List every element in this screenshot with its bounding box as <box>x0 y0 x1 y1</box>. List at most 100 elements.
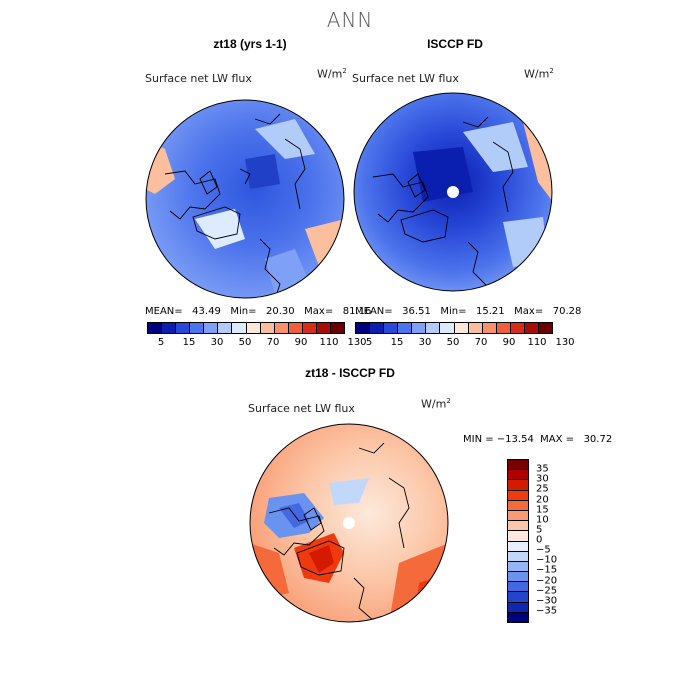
colorbar-tick-label: −15 <box>536 564 558 576</box>
colorbar-tick-label: 5 <box>536 524 543 536</box>
colorbar-swatch <box>508 490 528 501</box>
colorbar-swatch <box>204 323 219 333</box>
diff-units: W/m2 <box>421 397 451 411</box>
colorbar-tick-label: 50 <box>446 337 460 348</box>
obs-units: W/m2 <box>524 67 554 81</box>
colorbar-swatch <box>274 323 289 333</box>
colorbar-tick-label: −10 <box>536 554 558 566</box>
colorbar-swatch <box>331 323 345 333</box>
obs-colorbar-ticks: 5 15 30 50 70 90 110 130 <box>355 337 575 351</box>
colorbar-swatch <box>454 323 469 333</box>
obs-arctic-core <box>413 147 473 202</box>
diff-negative-core <box>279 503 309 528</box>
colorbar-tick-label: 15 <box>536 504 549 516</box>
colorbar-tick-label: 130 <box>555 337 575 348</box>
colorbar-tick-label: 50 <box>238 337 252 348</box>
colorbar-tick-label: 70 <box>474 337 488 348</box>
colorbar-tick-label: 15 <box>390 337 404 348</box>
colorbar-swatch <box>288 323 303 333</box>
colorbar-tick-label: 10 <box>536 514 549 526</box>
obs-polar-map <box>353 92 553 292</box>
obs-light-patch <box>463 122 528 172</box>
colorbar-tick-label: 25 <box>536 483 549 495</box>
colorbar-tick-label: 5 <box>365 337 373 348</box>
colorbar-tick-label: −5 <box>536 544 551 556</box>
colorbar-swatch <box>524 323 540 333</box>
obs-pole-hole <box>447 186 459 198</box>
colorbar-tick-label: 20 <box>536 494 549 505</box>
figure-title: ANN <box>326 8 374 32</box>
model-variable-label: Surface net LW flux <box>145 72 252 85</box>
colorbar-swatch <box>508 460 528 471</box>
diff-colorbar <box>507 459 529 623</box>
colorbar-tick-label: 110 <box>319 337 339 348</box>
colorbar-swatch <box>508 551 528 562</box>
colorbar-swatch <box>508 592 528 603</box>
colorbar-swatch <box>508 470 528 481</box>
colorbar-swatch <box>508 561 528 573</box>
colorbar-swatch <box>508 582 528 593</box>
model-colorbar <box>147 322 345 334</box>
colorbar-swatch <box>508 521 528 532</box>
colorbar-tick-label: 90 <box>502 337 516 348</box>
colorbar-tick-label: −35 <box>536 605 558 617</box>
model-stats: MEAN= 43.49 Min= 20.30 Max= 81.16 <box>145 306 372 317</box>
diff-pole-hole <box>343 517 355 529</box>
colorbar-tick-label: 30 <box>536 473 549 485</box>
colorbar-tick-label: 90 <box>294 337 308 348</box>
colorbar-swatch <box>246 323 261 333</box>
colorbar-swatch <box>302 323 317 333</box>
colorbar-swatch <box>508 531 528 542</box>
colorbar-swatch <box>162 323 177 333</box>
colorbar-swatch <box>508 480 528 491</box>
model-colorbar-ticks: 5 15 30 50 70 90 110 130 <box>147 337 367 351</box>
diff-variable-label: Surface net LW flux <box>248 402 355 415</box>
model-arctic-core <box>245 154 280 189</box>
diff-panel-title: zt18 - ISCCP FD <box>305 366 395 380</box>
colorbar-tick-label: 5 <box>157 337 165 348</box>
colorbar-swatch <box>440 323 455 333</box>
model-greenland-patch <box>195 209 245 249</box>
colorbar-swatch <box>468 323 483 333</box>
colorbar-swatch <box>510 323 525 333</box>
colorbar-swatch <box>412 323 427 333</box>
diff-stats: MIN = −13.54 MAX = 30.72 <box>463 434 613 445</box>
colorbar-swatch <box>508 510 528 522</box>
obs-panel-title: ISCCP FD <box>427 37 483 51</box>
colorbar-swatch <box>482 323 497 333</box>
colorbar-swatch <box>218 323 233 333</box>
colorbar-swatch <box>508 500 528 511</box>
colorbar-swatch <box>260 323 275 333</box>
colorbar-swatch <box>356 323 371 333</box>
colorbar-tick-label: −30 <box>536 595 558 607</box>
model-panel-title: zt18 (yrs 1-1) <box>213 37 287 51</box>
colorbar-swatch <box>508 541 528 552</box>
colorbar-swatch <box>190 323 205 333</box>
colorbar-tick-label: −25 <box>536 585 558 597</box>
colorbar-swatch <box>398 323 413 333</box>
diff-greenland-core <box>309 545 334 573</box>
diff-colorbar-ticks: 35 30 25 20 15 10 5 0 −5 −10 −15 −20 −25 −30 −35 <box>536 459 576 621</box>
obs-colorbar <box>355 322 553 334</box>
colorbar-swatch <box>232 323 247 333</box>
colorbar-swatch <box>426 323 441 333</box>
colorbar-tick-label: 15 <box>182 337 196 348</box>
model-polar-map <box>145 99 345 299</box>
colorbar-swatch <box>176 323 191 333</box>
colorbar-tick-label: 110 <box>527 337 547 348</box>
colorbar-swatch <box>496 323 511 333</box>
colorbar-swatch <box>508 612 528 622</box>
model-units: W/m2 <box>317 67 347 81</box>
colorbar-tick-label: 30 <box>418 337 432 348</box>
diff-coastlines <box>268 442 410 622</box>
colorbar-swatch <box>508 602 528 613</box>
colorbar-swatch <box>539 323 553 333</box>
colorbar-swatch <box>148 323 163 333</box>
colorbar-swatch <box>384 323 399 333</box>
colorbar-tick-label: 130 <box>347 337 367 348</box>
obs-stats: MEAN= 36.51 Min= 15.21 Max= 70.28 <box>355 306 582 317</box>
obs-variable-label: Surface net LW flux <box>352 72 459 85</box>
colorbar-tick-label: 0 <box>536 534 543 546</box>
diff-light-negative <box>329 478 369 505</box>
colorbar-swatch <box>316 323 332 333</box>
